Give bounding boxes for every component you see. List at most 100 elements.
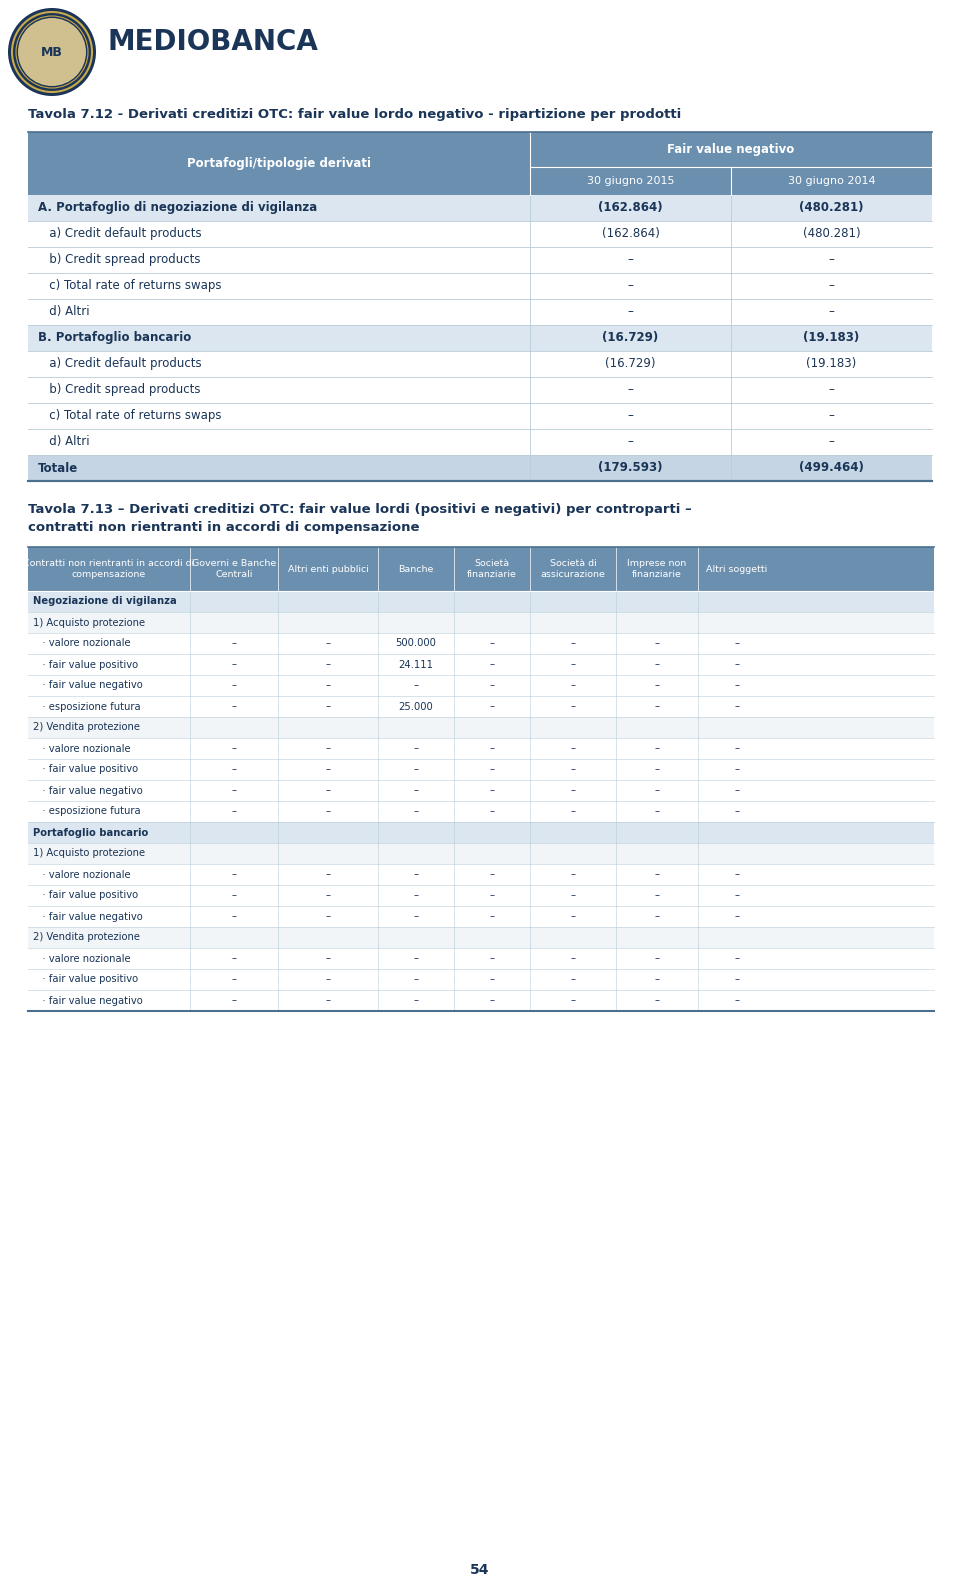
Text: –: – xyxy=(628,435,634,448)
Text: · fair value positivo: · fair value positivo xyxy=(33,659,138,669)
Text: –: – xyxy=(655,974,660,985)
Bar xyxy=(28,885,934,906)
Bar xyxy=(28,949,934,969)
Text: –: – xyxy=(325,701,330,712)
Text: –: – xyxy=(231,974,236,985)
Text: –: – xyxy=(490,659,494,669)
Text: –: – xyxy=(325,659,330,669)
Text: –: – xyxy=(325,953,330,963)
Text: –: – xyxy=(628,410,634,423)
Text: –: – xyxy=(734,912,739,922)
Text: –: – xyxy=(570,995,575,1006)
Text: Tavola 7.12 - Derivati creditizi OTC: fair value lordo negativo - ripartizione p: Tavola 7.12 - Derivati creditizi OTC: fa… xyxy=(28,108,682,121)
Text: –: – xyxy=(325,785,330,796)
Text: –: – xyxy=(325,869,330,879)
Text: a) Credit default products: a) Credit default products xyxy=(38,227,202,240)
Text: –: – xyxy=(655,764,660,774)
Text: 2) Vendita protezione: 2) Vendita protezione xyxy=(33,933,140,942)
Bar xyxy=(28,844,934,864)
Text: –: – xyxy=(734,639,739,648)
Text: 1) Acquisto protezione: 1) Acquisto protezione xyxy=(33,849,145,858)
Text: · valore nozionale: · valore nozionale xyxy=(33,953,131,963)
Text: –: – xyxy=(734,890,739,901)
Bar xyxy=(28,801,934,822)
Text: –: – xyxy=(490,869,494,879)
Text: d) Altri: d) Altri xyxy=(38,435,89,448)
Bar xyxy=(28,760,934,780)
Text: –: – xyxy=(828,254,834,267)
Text: –: – xyxy=(655,912,660,922)
Text: –: – xyxy=(231,912,236,922)
Text: –: – xyxy=(734,764,739,774)
Text: B. Portafoglio bancario: B. Portafoglio bancario xyxy=(38,332,191,345)
Text: (480.281): (480.281) xyxy=(803,227,860,240)
Text: –: – xyxy=(655,807,660,817)
Text: –: – xyxy=(490,764,494,774)
Text: –: – xyxy=(325,807,330,817)
Bar xyxy=(28,696,934,717)
Text: · fair value negativo: · fair value negativo xyxy=(33,912,143,922)
Bar xyxy=(28,906,934,926)
Bar xyxy=(28,404,932,429)
Text: Altri soggetti: Altri soggetti xyxy=(707,564,768,574)
Text: –: – xyxy=(490,639,494,648)
Text: –: – xyxy=(655,869,660,879)
Text: Governi e Banche
Centrali: Governi e Banche Centrali xyxy=(192,559,276,578)
Text: –: – xyxy=(628,254,634,267)
Text: –: – xyxy=(414,869,419,879)
Bar xyxy=(28,273,932,299)
Text: –: – xyxy=(231,807,236,817)
Text: –: – xyxy=(655,744,660,753)
Text: Società
finanziarie: Società finanziarie xyxy=(468,559,516,578)
Text: (19.183): (19.183) xyxy=(804,332,859,345)
Text: 24.111: 24.111 xyxy=(398,659,434,669)
Bar xyxy=(28,299,932,326)
Bar xyxy=(28,675,934,696)
Text: Imprese non
finanziarie: Imprese non finanziarie xyxy=(628,559,686,578)
Text: · fair value positivo: · fair value positivo xyxy=(33,890,138,901)
Bar xyxy=(28,221,932,246)
Text: –: – xyxy=(231,680,236,691)
Bar xyxy=(28,780,934,801)
Text: –: – xyxy=(570,807,575,817)
Text: –: – xyxy=(655,639,660,648)
Text: · valore nozionale: · valore nozionale xyxy=(33,639,131,648)
Bar xyxy=(28,377,932,404)
Text: Banche: Banche xyxy=(398,564,434,574)
Bar xyxy=(28,246,932,273)
Text: –: – xyxy=(828,280,834,292)
Text: · fair value negativo: · fair value negativo xyxy=(33,680,143,691)
Text: –: – xyxy=(734,807,739,817)
Text: –: – xyxy=(490,701,494,712)
Text: 1) Acquisto protezione: 1) Acquisto protezione xyxy=(33,618,145,628)
Text: –: – xyxy=(325,995,330,1006)
Bar xyxy=(28,612,934,632)
Text: contratti non rientranti in accordi di compensazione: contratti non rientranti in accordi di c… xyxy=(28,521,420,534)
Bar xyxy=(28,864,934,885)
Text: –: – xyxy=(490,680,494,691)
Text: –: – xyxy=(828,435,834,448)
Text: –: – xyxy=(325,680,330,691)
Text: Contratti non rientranti in accordi di
compensazione: Contratti non rientranti in accordi di c… xyxy=(23,559,195,578)
Text: A. Portafoglio di negoziazione di vigilanza: A. Portafoglio di negoziazione di vigila… xyxy=(38,202,317,215)
Text: –: – xyxy=(414,953,419,963)
Text: –: – xyxy=(490,807,494,817)
Bar xyxy=(28,429,932,454)
Text: –: – xyxy=(570,869,575,879)
Text: –: – xyxy=(655,680,660,691)
Text: –: – xyxy=(490,995,494,1006)
Text: 2) Vendita protezione: 2) Vendita protezione xyxy=(33,723,140,733)
Text: Società di
assicurazione: Società di assicurazione xyxy=(540,559,606,578)
Text: –: – xyxy=(655,995,660,1006)
Text: (16.729): (16.729) xyxy=(602,332,659,345)
Text: b) Credit spread products: b) Credit spread products xyxy=(38,383,201,397)
Text: –: – xyxy=(414,974,419,985)
Text: c) Total rate of returns swaps: c) Total rate of returns swaps xyxy=(38,280,222,292)
Text: –: – xyxy=(325,764,330,774)
Text: –: – xyxy=(490,785,494,796)
Text: d) Altri: d) Altri xyxy=(38,305,89,318)
Text: –: – xyxy=(570,744,575,753)
Text: –: – xyxy=(325,974,330,985)
Bar xyxy=(28,926,934,949)
Text: Altri enti pubblici: Altri enti pubblici xyxy=(288,564,369,574)
